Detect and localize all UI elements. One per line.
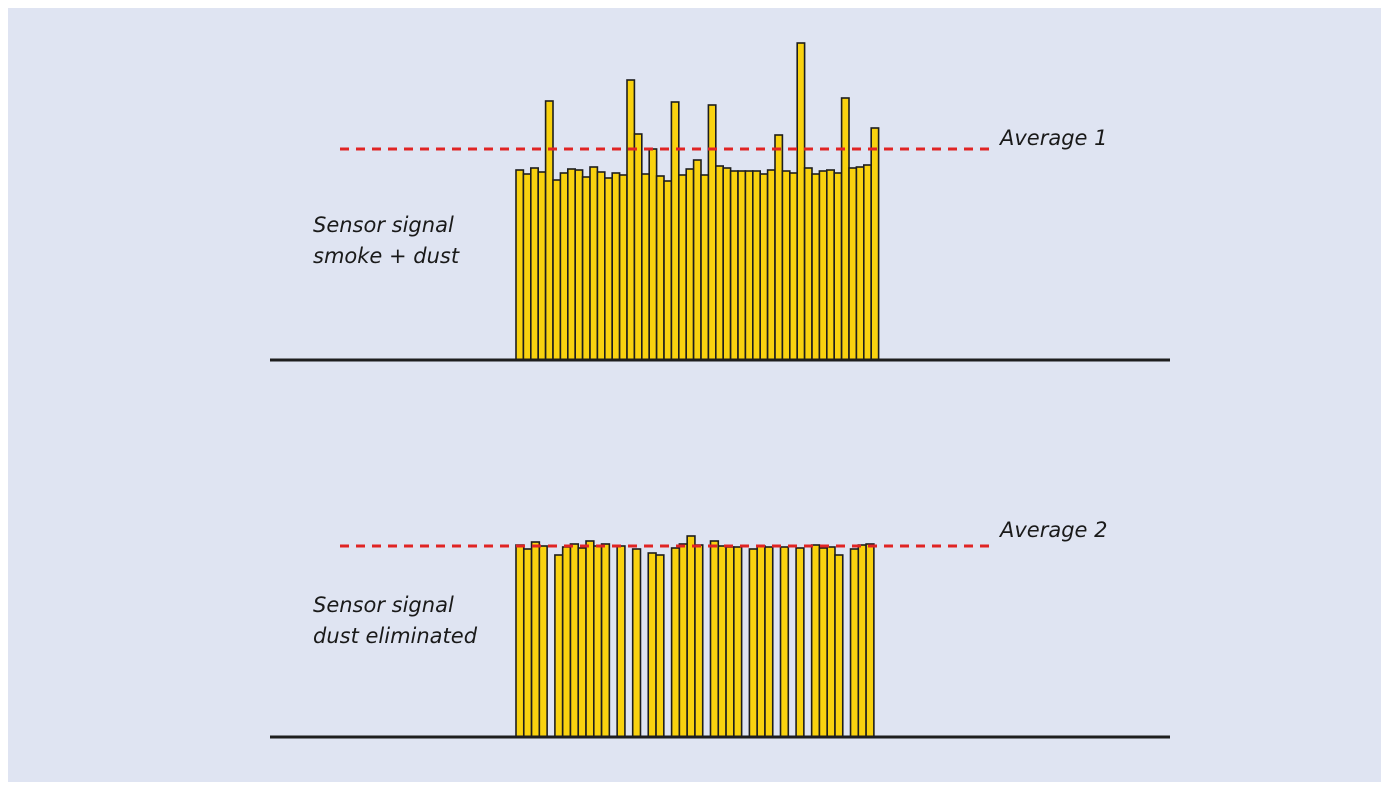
chart-2-bar (764, 546, 774, 738)
chart-2-label-line-1: Sensor signal (313, 593, 454, 617)
chart-2-bar (678, 543, 688, 738)
chart-1-label-line-2: smoke + dust (313, 244, 460, 268)
chart-1-bar (581, 176, 591, 361)
chart-2: Average 2 Sensor signal dust eliminated (270, 518, 1170, 739)
chart-1-bar (663, 180, 673, 361)
chart-1-bar (833, 172, 843, 361)
chart-2-bar (810, 544, 821, 738)
chart-1-bar (655, 175, 665, 361)
chart-1-average-label: Average 1 (998, 126, 1108, 150)
chart-2-bar (717, 545, 727, 738)
chart-1: Average 1 Sensor signal smoke + dust (270, 42, 1170, 362)
chart-1-bar (774, 134, 784, 361)
chart-1-bar (707, 104, 717, 361)
chart-2-bar (709, 540, 720, 738)
chart-1-bar (596, 171, 606, 361)
chart-2-bar (631, 548, 642, 738)
chart-2-bar (795, 547, 805, 738)
chart-2-bar (530, 541, 541, 738)
chart-2-bar (865, 543, 875, 738)
chart-2-bar (655, 554, 665, 738)
chart-1-bar (522, 173, 532, 361)
chart-1-bar (515, 169, 525, 361)
chart-2-bar (779, 546, 790, 738)
chart-2-bar (725, 546, 735, 738)
chart-1-bar (788, 172, 798, 361)
chart-1-bar (566, 168, 576, 361)
chart-1-bar (529, 167, 539, 361)
chart-1-bar (862, 164, 872, 361)
chart-1-bar (744, 170, 754, 361)
chart-1-bar (544, 100, 554, 361)
chart-2-label-line-2: dust eliminated (313, 624, 478, 648)
chart-2-bar (686, 535, 696, 738)
chart-1-bar (803, 167, 813, 361)
chart-2-bar (857, 544, 867, 738)
chart-1-bar (840, 97, 850, 361)
chart-1-bar (611, 172, 621, 361)
chart-1-label-line-1: Sensor signal (313, 213, 454, 237)
chart-1-bar (722, 167, 732, 361)
chart-1-bar (633, 133, 643, 361)
chart-1-bar (537, 171, 547, 361)
chart-2-bar (670, 547, 681, 738)
chart-1-bar (670, 101, 680, 361)
chart-2-bar (554, 554, 564, 738)
chart-1-bar (692, 159, 702, 361)
chart-1-bar (685, 168, 695, 361)
chart-1-bar (552, 179, 562, 361)
chart-1-bar (700, 174, 710, 361)
chart-2-bar (849, 548, 860, 738)
chart-1-bar (766, 169, 776, 361)
chart-2-bar (561, 546, 572, 738)
chart-2-bar (592, 545, 603, 738)
chart-1-bar (603, 177, 613, 361)
chart-2-bar (756, 545, 766, 738)
chart-1-bar (677, 174, 687, 361)
chart-1-bar (781, 170, 791, 361)
chart-2-bar (515, 544, 525, 738)
chart-1-bar (729, 170, 739, 361)
chart-2-bar (569, 543, 580, 738)
chart-1-bar (618, 174, 628, 361)
chart-2-bar (522, 548, 533, 738)
chart-2-bars (515, 535, 875, 738)
chart-1-bar (848, 167, 858, 361)
chart-2-bar (826, 546, 836, 738)
chart-1-bar (855, 166, 865, 361)
chart-1-bar (811, 173, 821, 361)
chart-1-bar (640, 173, 650, 361)
chart-2-bar (834, 554, 844, 738)
chart-1-bar (714, 165, 724, 361)
chart-1-bar (751, 170, 761, 361)
chart-2-bar (600, 543, 611, 738)
chart-1-bar (759, 173, 769, 361)
chart-2-bar (733, 546, 743, 738)
chart-2-bar (577, 547, 587, 738)
chart-2-bar (585, 540, 595, 738)
chart-1-bar (559, 172, 569, 361)
chart-1-bar (574, 169, 584, 361)
chart-1-bar (825, 169, 835, 361)
chart-1-bar (589, 166, 599, 361)
chart-1-bar (626, 79, 636, 361)
chart-1-bar (737, 170, 747, 361)
chart-1-bar (796, 42, 806, 361)
chart-2-bar (818, 547, 828, 738)
chart-2-bar (647, 552, 657, 738)
chart-2-bar (748, 548, 758, 738)
chart-2-bar (616, 545, 626, 738)
chart-1-bar (648, 148, 658, 361)
chart-1-bar (870, 127, 880, 361)
chart-2-bar (538, 545, 548, 738)
chart-2-bar (694, 544, 704, 738)
chart-2-average-label: Average 2 (998, 518, 1108, 542)
chart-1-bar (818, 170, 828, 361)
